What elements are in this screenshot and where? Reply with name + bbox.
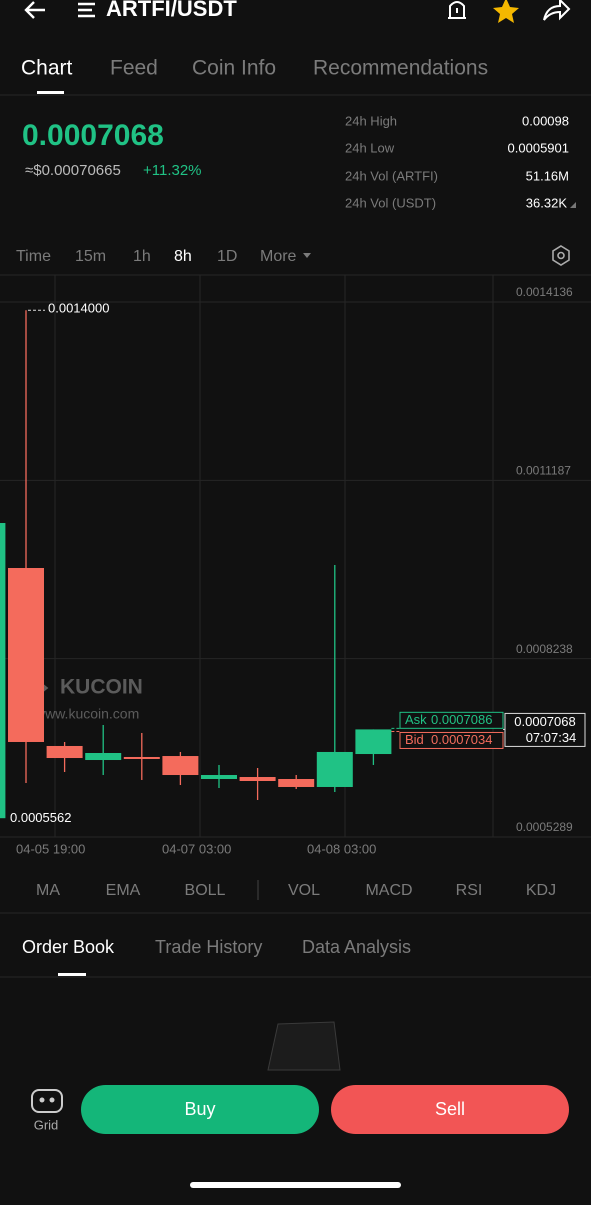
stat-value: 0.00098 xyxy=(522,113,569,128)
candle-body xyxy=(0,523,6,819)
last-price-box xyxy=(504,712,586,747)
interval[interactable]: 8h xyxy=(174,248,192,265)
section-tab[interactable]: Data Analysis xyxy=(302,937,411,957)
candle-chart: 0.0005289 0.0008238 0.0011187 0.0014136 0.00… xyxy=(0,285,591,838)
candle-body xyxy=(201,775,237,780)
grid-icon-eye xyxy=(49,1097,55,1103)
x-tick-label: 04-08 03:00 xyxy=(307,841,376,856)
indicator[interactable]: VOL xyxy=(288,882,320,899)
countdown: 07:07:34 xyxy=(526,730,577,745)
y-tick-label: 0.0008238 xyxy=(516,642,573,656)
candle-body xyxy=(239,777,276,781)
buy-button[interactable] xyxy=(81,1085,319,1134)
tab[interactable]: Coin Info xyxy=(192,57,276,80)
sell-label[interactable]: Sell xyxy=(435,1099,465,1119)
candle-body xyxy=(123,756,160,759)
price-change: +11.32% xyxy=(143,162,202,179)
low-marker-label: 0.0005562 xyxy=(10,810,71,825)
settings-icon[interactable] xyxy=(552,245,570,266)
usd-price: ≈$0.00070665 xyxy=(25,162,121,179)
indicator[interactable]: MACD xyxy=(365,882,412,899)
pair-menu[interactable] xyxy=(78,2,95,18)
watermark: KUCOIN xyxy=(60,676,143,699)
favorite-icon[interactable] xyxy=(493,0,519,23)
candle-body xyxy=(162,756,199,776)
interval[interactable]: Time xyxy=(16,248,51,265)
grid-icon-eye xyxy=(39,1097,45,1103)
candle-body xyxy=(85,752,122,761)
ask-box xyxy=(399,711,504,729)
indicator[interactable]: RSI xyxy=(456,882,483,899)
back-button[interactable] xyxy=(24,1,45,19)
share-icon[interactable] xyxy=(543,0,571,21)
y-tick-label: 0.0011187 xyxy=(516,463,571,477)
tab[interactable]: Feed xyxy=(110,57,158,80)
candle-body xyxy=(46,745,83,759)
x-tick-label: 04-07 03:00 xyxy=(162,841,231,856)
interval[interactable]: More xyxy=(260,248,297,265)
stat-value: 0.0005901 xyxy=(508,140,569,155)
ask-label: Ask xyxy=(405,712,427,727)
candle-body xyxy=(8,568,44,742)
candle-body xyxy=(355,729,392,755)
pair-title: ARTFI/USDT xyxy=(106,0,237,21)
tab[interactable]: Recommendations xyxy=(313,57,488,80)
grid-icon[interactable] xyxy=(31,1089,63,1113)
ask-value: 0.0007086 xyxy=(431,712,492,727)
stat-label: 24h High xyxy=(345,113,397,128)
bid-value: 0.0007034 xyxy=(431,732,492,747)
corner-icon xyxy=(570,202,576,208)
last-price-label: 0.0007068 xyxy=(514,714,575,729)
indicator[interactable]: MA xyxy=(36,882,60,899)
indicator[interactable]: EMA xyxy=(106,882,141,899)
stat-label: 24h Vol (USDT) xyxy=(345,195,436,210)
home-indicator xyxy=(190,1182,401,1188)
grid-label[interactable]: Grid xyxy=(34,1117,59,1132)
candle-body xyxy=(316,751,353,787)
last-price: 0.0007068 xyxy=(22,119,164,152)
interval[interactable]: 15m xyxy=(75,248,106,265)
buy-label[interactable]: Buy xyxy=(184,1099,215,1119)
y-tick-label: 0.0005289 xyxy=(516,820,573,834)
interval[interactable]: 1D xyxy=(217,248,237,265)
bid-box xyxy=(399,731,504,749)
alert-icon[interactable] xyxy=(448,1,466,19)
watermark-url: www.kucoin.com xyxy=(34,706,139,722)
indicator[interactable]: KDJ xyxy=(526,882,556,899)
indicator[interactable]: BOLL xyxy=(185,882,226,899)
settings-icon-dot xyxy=(557,251,565,260)
more-caret xyxy=(303,253,311,258)
high-marker-label: 0.0014000 xyxy=(48,301,109,316)
stat-value: 36.32K xyxy=(526,195,568,210)
tab[interactable]: Chart xyxy=(21,57,73,80)
bid-label: Bid xyxy=(405,732,424,747)
interval[interactable]: 1h xyxy=(133,248,151,265)
stat-label: 24h Low xyxy=(345,140,395,155)
tab-indicator xyxy=(58,973,86,976)
x-tick-label: 04-05 19:00 xyxy=(16,841,85,856)
y-tick-label: 0.0014136 xyxy=(516,285,573,299)
sell-button[interactable] xyxy=(331,1085,569,1134)
empty-illustration xyxy=(267,1021,341,1071)
section-tab[interactable]: Trade History xyxy=(155,937,262,957)
tab-indicator xyxy=(37,91,64,94)
stat-value: 51.16M xyxy=(526,168,569,183)
section-tab[interactable]: Order Book xyxy=(22,937,115,957)
candle-body xyxy=(278,779,315,787)
stat-label: 24h Vol (ARTFI) xyxy=(345,168,438,183)
